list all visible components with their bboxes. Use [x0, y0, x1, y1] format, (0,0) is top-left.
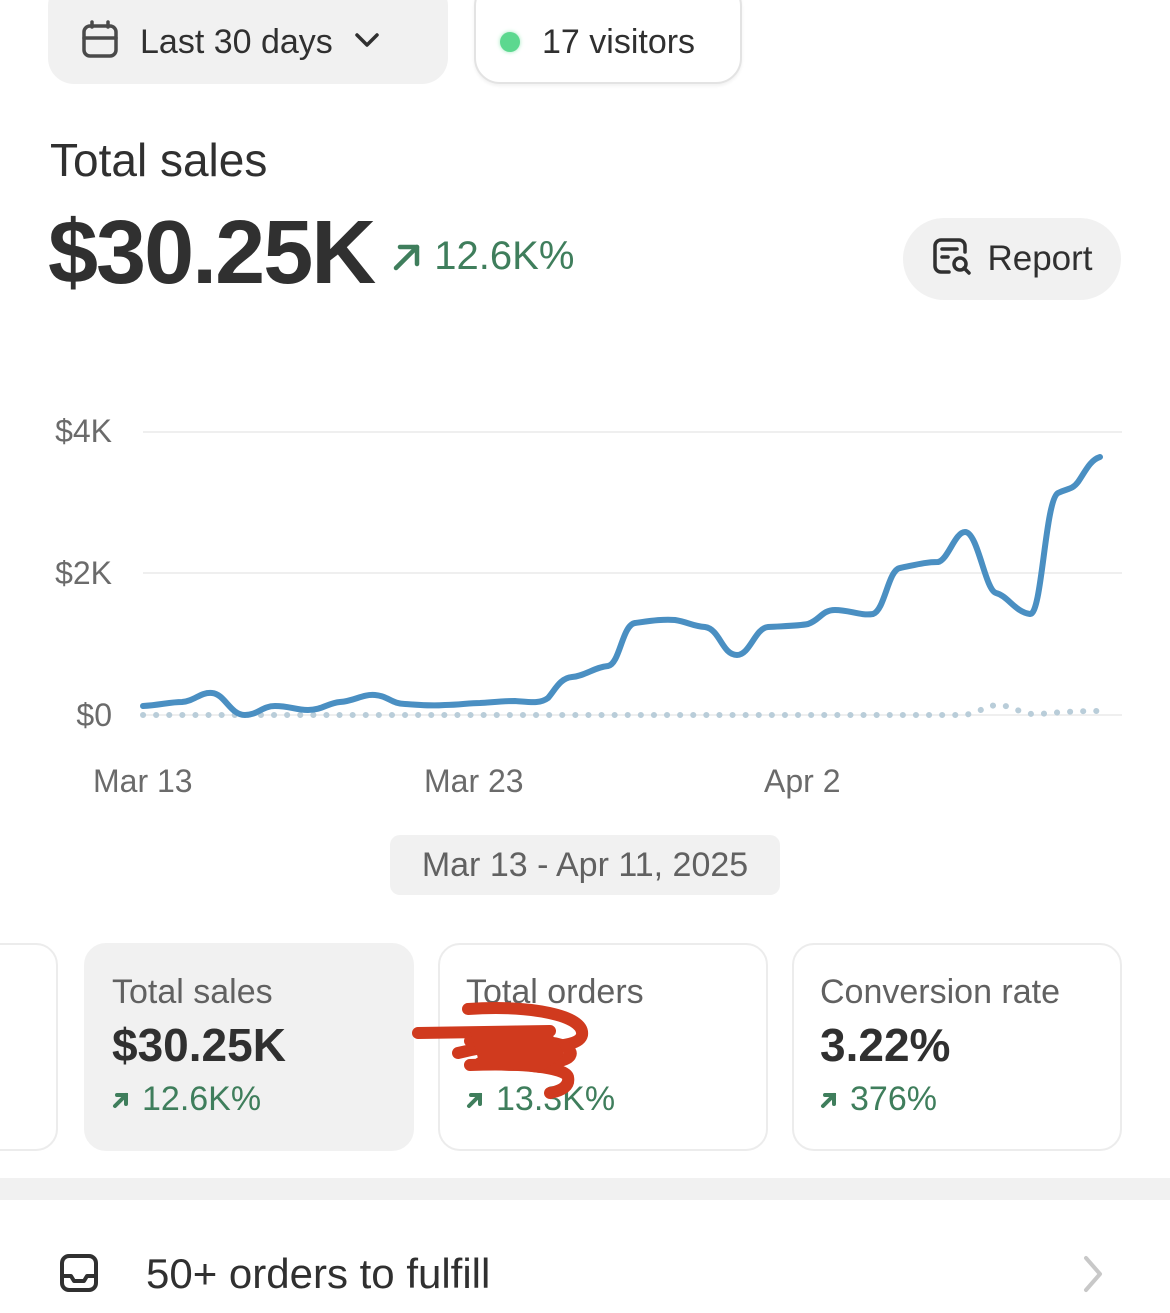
- task-label: 50+ orders to fulfill: [146, 1250, 491, 1297]
- section-divider: [0, 1178, 1170, 1200]
- metric-cards-carousel[interactable]: Total sales $30.25K 12.6K% Total orders …: [0, 943, 1170, 1153]
- metric-card-conversion-rate[interactable]: Conversion rate 3.22% 376%: [792, 943, 1122, 1151]
- y-tick-2k: $2K: [55, 555, 112, 591]
- chevron-down-icon: [353, 30, 381, 55]
- metric-card-offscreen[interactable]: [0, 943, 58, 1151]
- chart-date-range-legend: Mar 13 - Apr 11, 2025: [390, 835, 780, 895]
- card-title: Total orders: [466, 973, 644, 1011]
- x-tick-apr-2: Apr 2: [764, 763, 841, 799]
- metric-value: $30.25K: [48, 203, 376, 303]
- arrow-up-right-icon: [394, 244, 420, 270]
- chart-plot-area: [140, 431, 1122, 718]
- date-range-label: Last 30 days: [140, 22, 333, 61]
- metric-card-total-orders[interactable]: Total orders 13.3K%: [438, 943, 768, 1151]
- task-orders-to-fulfill[interactable]: 50+ orders to fulfill: [0, 1200, 1170, 1313]
- metric-value-row: $30.25K 12.6K%: [48, 202, 574, 305]
- chevron-right-icon: [1080, 1254, 1106, 1299]
- date-range-selector[interactable]: Last 30 days: [48, 0, 448, 84]
- report-button[interactable]: Report: [903, 218, 1121, 300]
- live-visitors-badge[interactable]: 17 visitors: [474, 0, 742, 84]
- card-change: 376%: [820, 1080, 1120, 1119]
- previous-period-line: [140, 701, 1103, 718]
- metric-change-value: 12.6K%: [434, 234, 575, 278]
- card-title: Total sales: [112, 973, 273, 1011]
- card-value-redacted: [466, 1018, 766, 1072]
- y-tick-0: $0: [76, 697, 112, 733]
- card-value: $30.25K: [112, 1019, 286, 1071]
- y-tick-4k: $4K: [55, 413, 112, 449]
- metric-title: Total sales: [50, 134, 268, 186]
- report-search-icon: [931, 236, 973, 283]
- calendar-icon: [80, 19, 120, 65]
- arrow-up-right-icon: [467, 1092, 482, 1108]
- filter-bar: Last 30 days 17 visitors: [48, 0, 742, 84]
- card-value: 3.22%: [820, 1019, 951, 1071]
- sales-line-chart[interactable]: $4K $2K $0 Mar 13 Mar 23 Apr 2: [0, 400, 1170, 820]
- metric-change: 12.6K%: [390, 234, 574, 279]
- card-title: Conversion rate: [820, 973, 1061, 1011]
- current-period-line: [140, 454, 1103, 718]
- arrow-up-right-icon: [113, 1092, 128, 1108]
- live-status-dot: [500, 32, 520, 52]
- report-button-label: Report: [987, 239, 1093, 278]
- metric-card-total-sales[interactable]: Total sales $30.25K 12.6K%: [84, 943, 414, 1151]
- x-tick-mar-13: Mar 13: [93, 763, 193, 799]
- arrow-up-right-icon: [821, 1092, 836, 1108]
- card-change: 13.3K%: [466, 1080, 766, 1119]
- inbox-icon: [58, 1252, 100, 1299]
- card-change: 12.6K%: [112, 1080, 412, 1119]
- visitors-count: 17 visitors: [542, 22, 696, 61]
- x-tick-mar-23: Mar 23: [424, 763, 524, 799]
